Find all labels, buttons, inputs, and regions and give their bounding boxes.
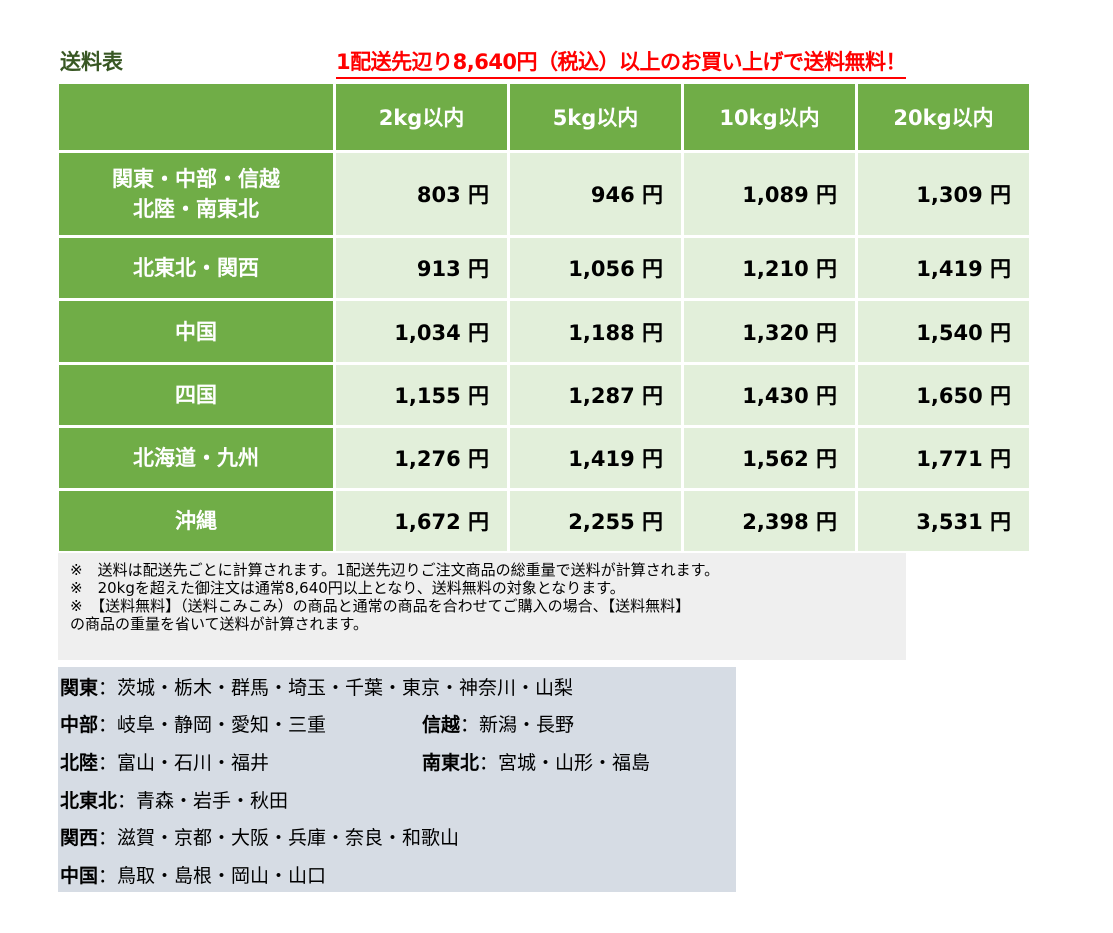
price-cell: 1,419 円	[858, 238, 1029, 298]
price-cell: 1,188 円	[510, 301, 681, 362]
price-cell: 1,155 円	[336, 365, 507, 425]
price-cell: 1,540 円	[858, 301, 1029, 362]
prefecture-list: ：茨城・栃木・群馬・埼玉・千葉・東京・神奈川・山梨	[98, 677, 574, 699]
region-entry: 中部：岐阜・静岡・愛知・三重	[60, 710, 326, 737]
price-cell: 1,276 円	[336, 428, 507, 488]
price-cell: 946 円	[510, 153, 681, 235]
region-entry: 北東北：青森・岩手・秋田	[60, 786, 288, 813]
page-title: 送料表	[60, 50, 123, 74]
price-cell: 1,287 円	[510, 365, 681, 425]
region-cell: 関東・中部・信越 北陸・南東北	[59, 153, 333, 235]
region-label: 四国	[175, 383, 217, 407]
table-header-row: 2kg以内 5kg以内 10kg以内 20kg以内	[59, 84, 1029, 150]
price-cell: 3,531 円	[858, 491, 1029, 551]
region-name: 関東	[60, 677, 99, 699]
region-name: 北東北	[60, 790, 118, 812]
header-10kg: 10kg以内	[684, 84, 855, 150]
price-cell: 803 円	[336, 153, 507, 235]
region-name: 中部	[60, 714, 99, 736]
price-cell: 1,650 円	[858, 365, 1029, 425]
note-line: ※ 20kgを超えた御注文は通常8,640円以上となり、送料無料の対象となります…	[70, 579, 625, 597]
region-name: 中国	[60, 865, 99, 887]
price-cell: 1,562 円	[684, 428, 855, 488]
table-row: 関東・中部・信越 北陸・南東北 803 円 946 円 1,089 円 1,309 円	[59, 153, 1029, 235]
price-cell: 2,255 円	[510, 491, 681, 551]
price-cell: 1,210 円	[684, 238, 855, 298]
price-cell: 913 円	[336, 238, 507, 298]
header-2kg: 2kg以内	[336, 84, 507, 150]
prefecture-list: ：鳥取・島根・岡山・山口	[98, 865, 327, 887]
region-label: 北東北・関西	[133, 256, 259, 280]
prefecture-list: ：富山・石川・福井	[98, 752, 270, 774]
shipping-notes: ※ 送料は配送先ごとに計算されます。1配送先辺りご注文商品の総重量で送料が計算さ…	[58, 553, 906, 660]
region-entry: 中国：鳥取・島根・岡山・山口	[60, 861, 326, 888]
region-definitions: 関東：茨城・栃木・群馬・埼玉・千葉・東京・神奈川・山梨 中部：岐阜・静岡・愛知・三…	[58, 667, 736, 892]
table-row: 北東北・関西 913 円 1,056 円 1,210 円 1,419 円	[59, 238, 1029, 298]
region-name: 関西	[60, 827, 99, 849]
table-row: 四国 1,155 円 1,287 円 1,430 円 1,650 円	[59, 365, 1029, 425]
header-corner	[59, 84, 333, 150]
prefecture-list: ：青森・岩手・秋田	[117, 790, 289, 812]
region-label: 中国	[175, 319, 217, 344]
shipping-rate-table: 2kg以内 5kg以内 10kg以内 20kg以内 関東・中部・信越 北陸・南東北…	[56, 81, 1032, 554]
header-20kg: 20kg以内	[858, 84, 1029, 150]
region-entry: 北陸：富山・石川・福井	[60, 748, 269, 775]
price-cell: 1,430 円	[684, 365, 855, 425]
region-cell: 中国	[59, 301, 333, 362]
note-line: ※ 送料は配送先ごとに計算されます。1配送先辺りご注文商品の総重量で送料が計算さ…	[70, 561, 720, 579]
note-line: の商品の重量を省いて送料が計算されます。	[70, 615, 369, 633]
table-row: 中国 1,034 円 1,188 円 1,320 円 1,540 円	[59, 301, 1029, 362]
region-name: 南東北	[422, 752, 480, 774]
region-cell: 北海道・九州	[59, 428, 333, 488]
price-cell: 1,672 円	[336, 491, 507, 551]
price-cell: 1,419 円	[510, 428, 681, 488]
note-line: ※ 【送料無料】（送料こみこみ）の商品と通常の商品を合わせてご購入の場合、【送料…	[70, 597, 691, 615]
region-entry: 関東：茨城・栃木・群馬・埼玉・千葉・東京・神奈川・山梨	[60, 673, 573, 700]
region-label: 沖縄	[175, 509, 217, 533]
price-cell: 1,056 円	[510, 238, 681, 298]
price-cell: 1,320 円	[684, 301, 855, 362]
region-cell: 沖縄	[59, 491, 333, 551]
region-label: 北海道・九州	[133, 446, 259, 470]
price-cell: 1,309 円	[858, 153, 1029, 235]
region-label: 北陸・南東北	[133, 197, 259, 221]
header-5kg: 5kg以内	[510, 84, 681, 150]
region-entry: 信越：新潟・長野	[422, 710, 574, 737]
price-cell: 1,089 円	[684, 153, 855, 235]
prefecture-list: ：滋賀・京都・大阪・兵庫・奈良・和歌山	[98, 827, 460, 849]
price-cell: 2,398 円	[684, 491, 855, 551]
prefecture-list: ：岐阜・静岡・愛知・三重	[98, 714, 327, 736]
region-entry: 関西：滋賀・京都・大阪・兵庫・奈良・和歌山	[60, 823, 459, 850]
region-name: 信越	[422, 714, 461, 736]
free-shipping-banner: 1配送先辺り8,640円（税込）以上のお買い上げで送料無料！	[336, 46, 907, 79]
region-cell: 四国	[59, 365, 333, 425]
region-entry: 南東北：宮城・山形・福島	[422, 748, 650, 775]
price-cell: 1,034 円	[336, 301, 507, 362]
prefecture-list: ：新潟・長野	[460, 714, 575, 736]
region-label: 関東・中部・信越	[112, 167, 280, 191]
region-cell: 北東北・関西	[59, 238, 333, 298]
table-body: 関東・中部・信越 北陸・南東北 803 円 946 円 1,089 円 1,309 円北東…	[59, 153, 1029, 551]
table-row: 沖縄 1,672 円 2,255 円 2,398 円 3,531 円	[59, 491, 1029, 551]
region-name: 北陸	[60, 752, 99, 774]
prefecture-list: ：宮城・山形・福島	[479, 752, 651, 774]
table-row: 北海道・九州 1,276 円 1,419 円 1,562 円 1,771 円	[59, 428, 1029, 488]
price-cell: 1,771 円	[858, 428, 1029, 488]
